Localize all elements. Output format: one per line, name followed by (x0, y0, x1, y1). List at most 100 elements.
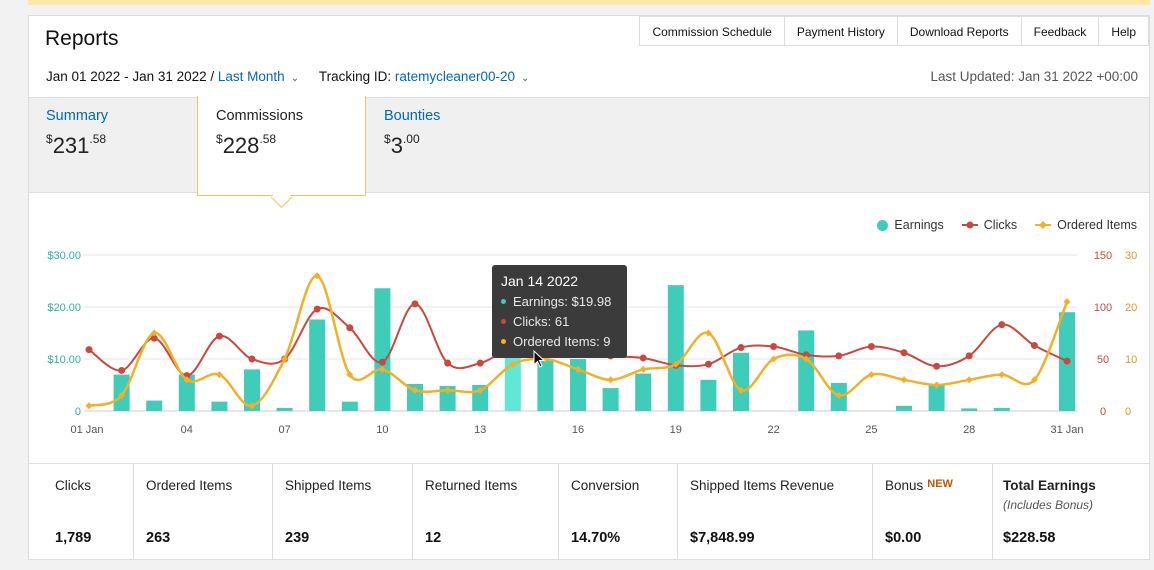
earnings-bar (961, 408, 978, 411)
ordered-items-point (313, 272, 321, 280)
earnings-bar (993, 407, 1010, 411)
x-tick-label: 19 (670, 424, 682, 436)
clicks-point (215, 332, 223, 340)
chart-legend: Earnings Clicks Ordered Items (877, 218, 1137, 232)
stat-bonus: Bonus NEW $0.00 (873, 464, 993, 560)
tooltip-clicks: Clicks: 61 (501, 314, 618, 329)
ordered-items-point (183, 376, 191, 384)
legend-earnings[interactable]: Earnings (877, 218, 944, 232)
report-filters: Jan 01 2022 - Jan 31 2022 / Last Month ⌄ … (46, 69, 529, 84)
stat-returned-items: Returned Items 12 (413, 464, 559, 560)
y-left-tick: $10.00 (47, 354, 81, 366)
y-left-tick: $30.00 (47, 250, 81, 262)
ordered-line-icon (1035, 221, 1052, 229)
ordered-items-point (639, 365, 647, 373)
ordered-items-point (248, 402, 256, 410)
tooltip-date: Jan 14 2022 (501, 273, 579, 289)
stats-row: Clicks 1,789 Ordered Items 263 Shipped Ite… (29, 463, 1149, 560)
ordered-items-point (998, 371, 1006, 379)
mouse-cursor-icon (533, 350, 546, 368)
ordered-items-point (933, 381, 941, 389)
clicks-point (998, 321, 1006, 329)
menu-payment-history[interactable]: Payment History (784, 16, 898, 46)
earnings-bar (309, 319, 326, 411)
earnings-bar (341, 401, 358, 411)
ordered-items-point (607, 376, 615, 384)
y-right-items-tick: 30 (1125, 250, 1137, 262)
tab-bounties-label[interactable]: Bounties (384, 108, 441, 124)
tooltip-ordered: Ordered Items: 9 (501, 334, 618, 349)
menu-commission-schedule[interactable]: Commission Schedule (639, 16, 785, 46)
menu-feedback[interactable]: Feedback (1021, 16, 1100, 46)
x-tick-label: 28 (963, 424, 975, 436)
chevron-down-icon[interactable]: ⌄ (520, 73, 530, 84)
tooltip-earnings: Earnings: $19.98 (501, 294, 618, 309)
y-left-tick: 0 (75, 406, 81, 418)
stat-shipped-items: Shipped Items 239 (273, 464, 413, 560)
clicks-point (737, 344, 745, 352)
tab-commissions-label: Commissions (216, 108, 304, 124)
tab-summary-label[interactable]: Summary (46, 108, 109, 124)
earnings-bar (178, 374, 195, 411)
earnings-bar (439, 386, 456, 411)
tab-summary-amount: $231.58 (46, 132, 107, 158)
stat-conversion: Conversion 14.70% (559, 464, 678, 560)
earnings-bar (928, 383, 945, 411)
ordered-items-point (737, 386, 745, 394)
clicks-line-icon (961, 221, 978, 229)
tab-commissions[interactable]: Commissions $228.58 (216, 108, 303, 159)
clicks-point (346, 324, 354, 332)
ordered-items-point (835, 391, 843, 399)
y-right-items-tick: 0 (1125, 406, 1131, 418)
ordered-items-point (965, 376, 973, 384)
period-selector[interactable]: Last Month (217, 69, 285, 84)
ordered-items-point (1063, 298, 1071, 306)
legend-clicks[interactable]: Clicks (961, 218, 1017, 232)
clicks-point (639, 354, 647, 362)
ordered-items-point (1030, 376, 1038, 384)
y-right-clicks-tick: 150 (1094, 250, 1112, 262)
clicks-point (900, 349, 908, 357)
clicks-point (444, 359, 452, 367)
clicks-point (378, 358, 386, 366)
ordered-items-point (770, 355, 778, 363)
earnings-bar (146, 400, 163, 411)
earnings-dot-icon (877, 219, 889, 231)
report-menu: Commission Schedule Payment History Down… (639, 16, 1149, 46)
ordered-items-point (118, 391, 126, 399)
tab-bounties[interactable]: Bounties $3.00 (384, 108, 440, 159)
clicks-point (704, 360, 712, 368)
x-tick-label: 22 (767, 424, 779, 436)
earnings-bar (667, 285, 684, 411)
earnings-bar (896, 405, 912, 411)
y-left-tick: $20.00 (47, 302, 81, 314)
ordered-items-point (672, 360, 680, 368)
earnings-bar (798, 330, 815, 411)
tracking-label: Tracking ID: (318, 69, 392, 84)
legend-ordered-items[interactable]: Ordered Items (1035, 218, 1137, 232)
clicks-point (411, 300, 419, 308)
ordered-items-point (411, 386, 419, 394)
chevron-down-icon[interactable]: ⌄ (290, 73, 300, 84)
clicks-point (965, 352, 973, 360)
clicks-point (313, 305, 321, 313)
stat-shipped-revenue: Shipped Items Revenue $7,848.99 (678, 464, 873, 560)
earnings-bar (700, 379, 717, 411)
clicks-point (770, 343, 778, 351)
ordered-items-point (281, 355, 289, 363)
ordered-items-point (444, 386, 452, 394)
clicks-point (867, 343, 875, 351)
earnings-bar (602, 388, 619, 411)
y-right-clicks-tick: 0 (1100, 406, 1106, 418)
tab-summary[interactable]: Summary $231.58 (46, 108, 108, 159)
tracking-id-selector[interactable]: ratemycleaner00-20 (394, 69, 515, 84)
menu-help[interactable]: Help (1099, 16, 1149, 46)
clicks-point (248, 355, 256, 363)
earnings-bar (733, 352, 749, 411)
ordered-items-point (150, 329, 158, 337)
x-tick-label: 07 (278, 424, 290, 436)
x-tick-label: 10 (376, 424, 388, 436)
earnings-bar (374, 288, 391, 411)
menu-download-reports[interactable]: Download Reports (897, 16, 1022, 46)
notification-strip (28, 0, 1150, 5)
